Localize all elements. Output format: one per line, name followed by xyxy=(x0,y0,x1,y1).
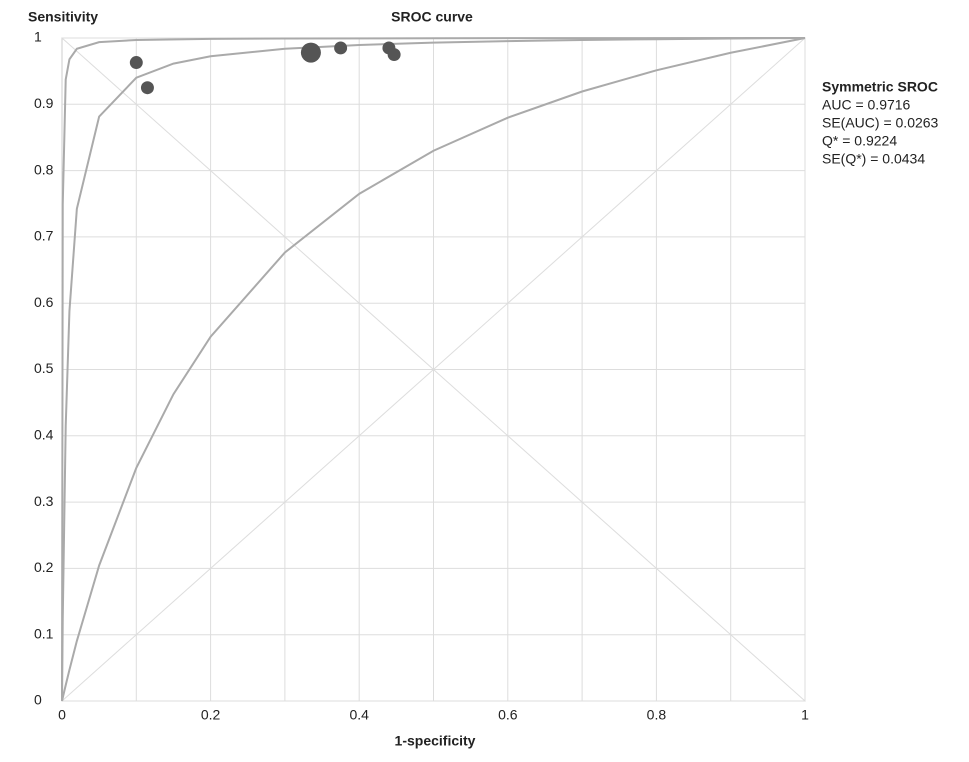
x-tick-label: 0.4 xyxy=(349,707,369,723)
y-axis-label: Sensitivity xyxy=(28,9,98,25)
study-point xyxy=(129,56,143,70)
y-tick-label: 0.3 xyxy=(34,493,54,509)
y-tick-label: 0.1 xyxy=(34,625,54,641)
annotation-line: AUC = 0.9716 xyxy=(822,97,911,113)
annotation-line: Q* = 0.9224 xyxy=(822,133,897,149)
study-point xyxy=(140,81,154,95)
annotation-line: SE(AUC) = 0.0263 xyxy=(822,115,939,131)
y-tick-label: 0.8 xyxy=(34,161,54,177)
y-tick-label: 0.6 xyxy=(34,294,54,310)
sroc-curve xyxy=(61,37,806,702)
x-tick-label: 0.6 xyxy=(498,707,518,723)
annotation-line: SE(Q*) = 0.0434 xyxy=(822,151,925,167)
y-tick-label: 0.9 xyxy=(34,95,54,111)
y-tick-label: 0 xyxy=(34,692,42,708)
reference-diagonal xyxy=(61,37,806,702)
x-axis-label: 1-specificity xyxy=(395,733,476,749)
y-tick-label: 0.7 xyxy=(34,228,54,244)
study-point xyxy=(300,42,321,63)
y-tick-label: 0.2 xyxy=(34,559,54,575)
y-tick-label: 0.5 xyxy=(34,360,54,376)
study-point xyxy=(387,48,401,62)
y-tick-label: 1 xyxy=(34,29,42,45)
x-tick-label: 0.2 xyxy=(201,707,221,723)
chart-title: SROC curve xyxy=(391,9,473,25)
y-tick-label: 0.4 xyxy=(34,427,54,443)
x-tick-label: 0.8 xyxy=(647,707,667,723)
sroc-curve xyxy=(61,37,806,702)
sroc-curve xyxy=(61,37,806,702)
x-tick-label: 0 xyxy=(58,707,66,723)
study-point xyxy=(334,41,348,55)
annotation-title: Symmetric SROC xyxy=(822,79,938,95)
x-tick-label: 1 xyxy=(801,707,809,723)
